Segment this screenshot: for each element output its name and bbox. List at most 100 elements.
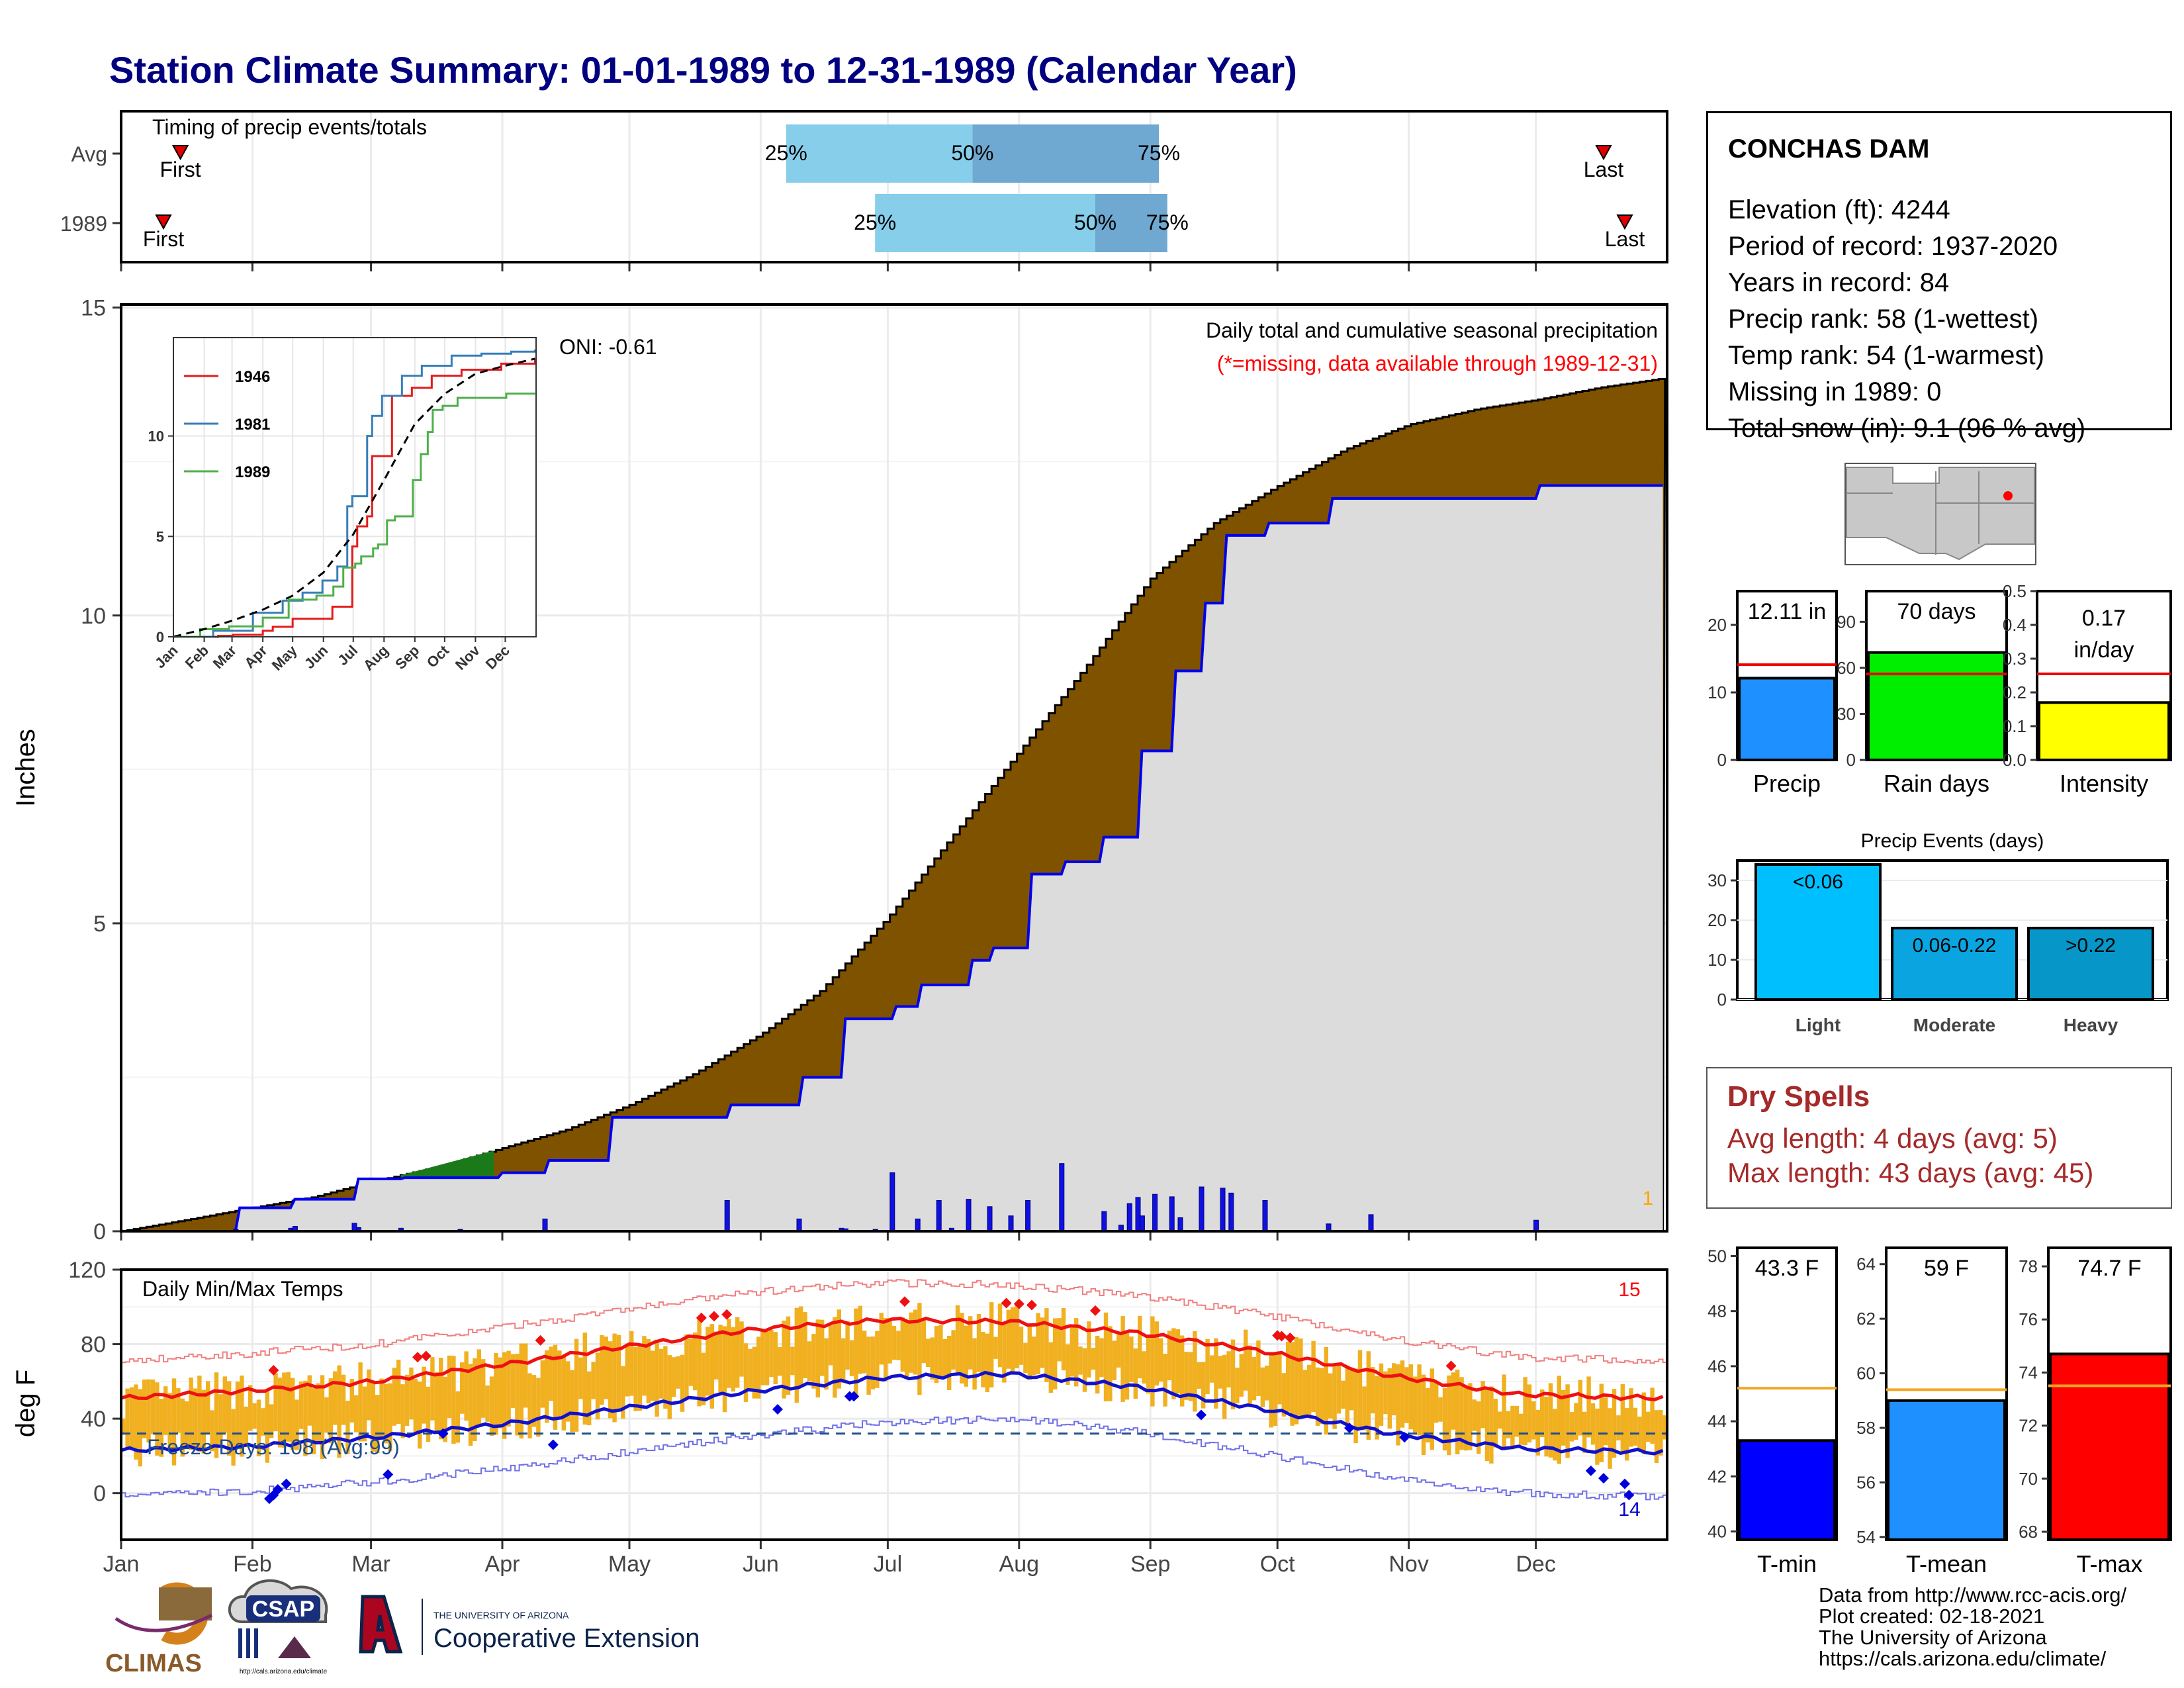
daily-temp-bar [574,1338,579,1432]
daily-temp-bar [676,1356,680,1389]
daily-precip-bar [966,1199,972,1232]
daily-temp-bar [248,1385,253,1431]
precip-annotation-title: Daily total and cumulative seasonal prec… [1206,318,1658,342]
daily-temp-bar [269,1404,274,1438]
daily-temp-bar [1586,1376,1591,1438]
footer-line-4: https://cals.arizona.edu/climate/ [1819,1647,2107,1670]
daily-temp-bar [934,1326,939,1383]
daily-temp-bar [155,1382,159,1456]
daily-temp-bar [646,1338,651,1403]
small-panel-tick-label: 48 [1707,1301,1727,1321]
small-panel-label: Precip [1753,770,1821,797]
daily-temp-bar [1430,1368,1434,1450]
daily-temp-bar [316,1383,320,1442]
daily-precip-bar [987,1206,993,1232]
daily-temp-bar [375,1395,380,1453]
daily-temp-bar [637,1344,643,1411]
daily-temp-bar [273,1373,278,1432]
daily-temp-bar [1006,1309,1011,1369]
temp-panel-label: Daily Min/Max Temps [142,1277,343,1301]
csap-url: http://cals.arizona.edu/climate [240,1668,328,1675]
daily-temp-bar [434,1372,439,1434]
daily-temp-bar [1044,1308,1049,1382]
daily-temp-bar [180,1398,185,1457]
daily-temp-bar [1048,1342,1053,1393]
daily-temp-bar [1506,1411,1511,1438]
daily-temp-bar [1273,1354,1278,1426]
daily-temp-bar [240,1375,244,1457]
daily-temp-bar [1066,1344,1070,1385]
daily-temp-bar [955,1305,960,1374]
dry-spells-title: Dry Spells [1727,1080,1870,1113]
daily-temp-bar [1015,1303,1019,1368]
daily-temp-bar [1201,1362,1206,1409]
events-category-label: Heavy [2064,1015,2118,1035]
daily-temp-bar [1175,1329,1180,1393]
daily-temp-bar [1548,1383,1553,1458]
events-bar-label: <0.06 [1793,871,1843,893]
daily-temp-bar [1498,1411,1502,1429]
daily-temp-bar [1124,1330,1130,1400]
month-label: Sep [1130,1552,1171,1577]
temp-y-tick-label: 120 [68,1258,106,1283]
daily-temp-bar [244,1406,248,1448]
small-panel-value: 59 F [1924,1256,1969,1281]
daily-temp-bar [705,1327,710,1396]
daily-temp-bar [960,1313,964,1384]
daily-temp-bar [383,1383,388,1444]
inset-line-avg [173,357,535,638]
daily-temp-bar [1239,1354,1244,1397]
month-label: Nov [1388,1552,1428,1577]
daily-temp-bar [884,1318,888,1382]
daily-temp-bar [197,1376,202,1452]
csap-logo: CSAP http://cals.arizona.edu/climate [228,1579,328,1675]
timing-marker-last [1595,145,1612,161]
timing-label-25: 25% [854,211,896,234]
daily-temp-bar [349,1379,354,1423]
daily-temp-bar [400,1384,405,1438]
daily-temp-bar [320,1375,325,1460]
daily-temp-bar [447,1355,452,1418]
daily-temp-bar [1387,1368,1392,1429]
daily-precip-bar [1228,1192,1234,1232]
daily-temp-bar [392,1368,396,1426]
daily-temp-bar [473,1358,477,1442]
daily-temp-bar [125,1388,130,1449]
daily-temp-bar [295,1399,299,1450]
small-panel-bar [2049,1352,2170,1541]
daily-temp-bar [760,1331,765,1385]
daily-temp-bar [1074,1318,1079,1387]
daily-temp-bar [1294,1336,1299,1425]
timing-label-75: 75% [1138,141,1180,165]
events-bar [1891,927,2018,1001]
timing-marker-first [171,145,189,161]
daily-temp-bar [489,1376,494,1436]
daily-temp-bar [972,1338,977,1390]
footer-line-2: Plot created: 02-18-2021 [1819,1605,2045,1628]
daily-temp-bar [663,1346,668,1409]
daily-temp-bar [1438,1397,1443,1422]
record-markers [264,1296,1635,1505]
timing-bar-25-50 [786,124,973,183]
daily-temp-bar [709,1324,714,1409]
daily-temp-bar [409,1367,414,1420]
daily-temp-bar [722,1326,727,1413]
inset-line-1989 [173,393,535,638]
small-panel-label: T-mean [1906,1550,1987,1577]
daily-temp-bar [1256,1340,1261,1396]
small-panel-tick-label: 72 [2019,1416,2038,1436]
record-low-marker [1623,1489,1635,1501]
daily-temp-bar [358,1362,363,1442]
small-panel-tick-label: 68 [2019,1522,2038,1542]
daily-temp-bar [193,1388,198,1448]
daily-temp-bar [1447,1375,1451,1456]
daily-temp-bar [997,1303,1003,1368]
daily-temp-bar [976,1313,981,1372]
daily-temp-bar [1341,1380,1345,1409]
daily-temp-bar [1320,1368,1324,1425]
daily-temp-bar [430,1357,435,1421]
daily-temp-bar [545,1350,549,1423]
daily-temp-bar [1205,1338,1210,1394]
inset-y-tick-label: 0 [156,629,164,645]
daily-temp-bar [1366,1351,1371,1440]
